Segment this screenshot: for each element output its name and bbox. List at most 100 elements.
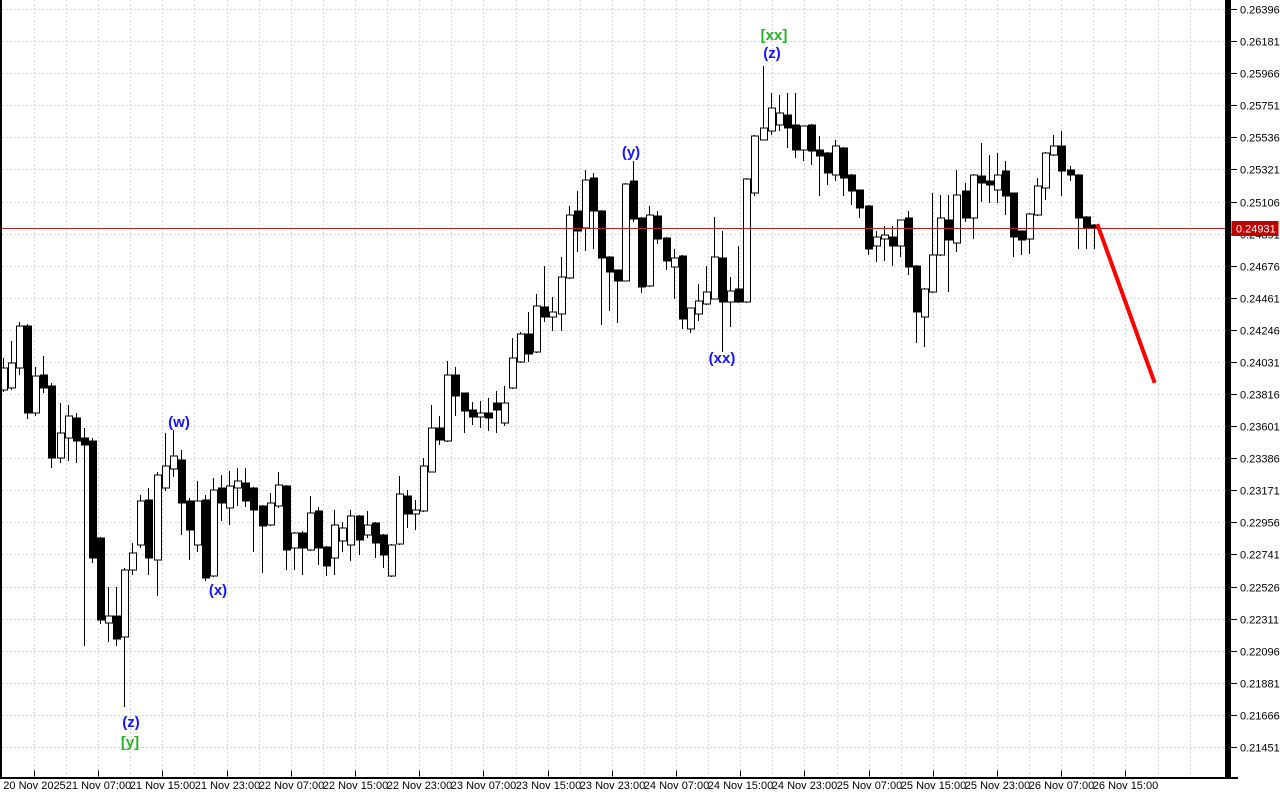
candle-bearish bbox=[590, 173, 598, 249]
candle-body bbox=[517, 333, 525, 363]
candle-bearish bbox=[808, 124, 816, 165]
candle-body bbox=[905, 217, 913, 268]
candle-bullish bbox=[671, 249, 679, 299]
candle-body bbox=[671, 257, 679, 268]
candle-body bbox=[743, 178, 751, 303]
price-label: 0.25536 bbox=[1240, 133, 1280, 145]
current-price-badge-bg bbox=[1231, 221, 1279, 236]
frame-bottom-border bbox=[0, 777, 1238, 779]
wave-label[interactable]: [xx] bbox=[761, 27, 788, 44]
candle-bullish bbox=[105, 587, 113, 642]
candle-bearish bbox=[323, 546, 331, 576]
candle-bullish bbox=[703, 266, 711, 305]
candle-body bbox=[622, 183, 630, 282]
wave-label[interactable]: (z) bbox=[122, 714, 140, 731]
wave-label[interactable]: [y] bbox=[121, 734, 139, 751]
price-label: 0.23601 bbox=[1240, 422, 1280, 434]
candle-bearish bbox=[372, 522, 380, 558]
candle-body bbox=[57, 432, 65, 459]
candle-body bbox=[1018, 230, 1026, 241]
candle-body bbox=[856, 189, 864, 209]
candle-body bbox=[242, 482, 250, 502]
price-label: 0.25106 bbox=[1240, 198, 1280, 210]
current-price-badge[interactable]: 0.24931 bbox=[1231, 221, 1279, 236]
candle-body bbox=[566, 214, 574, 279]
candle-body bbox=[687, 307, 695, 330]
candle-bearish bbox=[913, 265, 921, 343]
candle-bullish bbox=[751, 135, 759, 196]
candle-bearish bbox=[574, 191, 582, 252]
time-label: 20 Nov 2025 bbox=[3, 780, 65, 792]
candles-series bbox=[0, 66, 1099, 707]
candle-body bbox=[291, 532, 299, 549]
candle-bearish bbox=[824, 152, 832, 185]
candle-body bbox=[1010, 192, 1018, 238]
wave-label[interactable]: (w) bbox=[168, 414, 190, 431]
candle-bearish bbox=[816, 136, 824, 196]
candle-body bbox=[808, 124, 816, 152]
candle-bearish bbox=[283, 485, 291, 570]
price-label: 0.26181 bbox=[1240, 37, 1280, 49]
price-label: 0.25751 bbox=[1240, 101, 1280, 113]
candle-body bbox=[776, 112, 784, 126]
candle-body bbox=[953, 194, 961, 244]
candle-body bbox=[81, 437, 89, 446]
projection-trendline[interactable] bbox=[1095, 223, 1157, 384]
candle-body bbox=[614, 269, 622, 282]
wave-label[interactable]: (y) bbox=[622, 144, 640, 161]
candle-body bbox=[8, 362, 16, 389]
candle-bearish bbox=[404, 490, 412, 528]
candle-body bbox=[436, 427, 444, 441]
candle-body bbox=[218, 487, 226, 504]
candle-bullish bbox=[347, 510, 355, 561]
candle-bullish bbox=[1042, 152, 1050, 200]
candle-bearish bbox=[945, 195, 953, 292]
candle-bullish bbox=[881, 226, 889, 261]
candle-body bbox=[299, 532, 307, 549]
candle-bullish bbox=[162, 433, 170, 491]
candle-body bbox=[711, 256, 719, 300]
candle-body bbox=[654, 215, 662, 240]
wave-label[interactable]: (xx) bbox=[709, 350, 736, 367]
chart-frame bbox=[0, 0, 1238, 779]
candle-body bbox=[452, 374, 460, 397]
candle-bullish bbox=[687, 307, 695, 333]
candle-bullish bbox=[1026, 213, 1034, 254]
candle-body bbox=[485, 412, 493, 419]
candle-body bbox=[461, 392, 469, 412]
candle-body bbox=[210, 489, 218, 577]
time-label: 25 Nov 15:00 bbox=[901, 780, 966, 792]
candle-body bbox=[873, 236, 881, 247]
candle-bullish bbox=[1034, 178, 1042, 216]
candle-bearish bbox=[259, 505, 267, 573]
candle-bullish bbox=[533, 294, 541, 353]
wave-label[interactable]: (z) bbox=[763, 45, 781, 62]
candle-bearish bbox=[493, 391, 501, 433]
candle-bearish bbox=[735, 246, 743, 303]
time-label: 22 Nov 23:00 bbox=[387, 780, 452, 792]
candle-bullish bbox=[170, 430, 178, 477]
candle-bullish bbox=[8, 341, 16, 390]
candle-bearish bbox=[380, 534, 388, 568]
time-label: 25 Nov 23:00 bbox=[965, 780, 1030, 792]
candle-body bbox=[937, 217, 945, 256]
candle-bullish bbox=[226, 471, 234, 525]
candle-bullish bbox=[622, 183, 630, 282]
candle-bullish bbox=[339, 522, 347, 552]
candle-bearish bbox=[1002, 161, 1010, 215]
wave-label[interactable]: (x) bbox=[209, 582, 227, 599]
price-label: 0.21666 bbox=[1240, 711, 1280, 723]
candle-body bbox=[186, 500, 194, 531]
candle-body bbox=[32, 375, 40, 414]
candle-bearish bbox=[218, 475, 226, 521]
price-label: 0.22956 bbox=[1240, 518, 1280, 530]
candle-body bbox=[1058, 145, 1066, 172]
candle-bullish bbox=[743, 178, 751, 303]
candle-bearish bbox=[889, 226, 897, 266]
candle-body bbox=[897, 219, 905, 247]
candle-bearish bbox=[1075, 174, 1083, 249]
candle-body bbox=[921, 288, 929, 318]
candle-bearish bbox=[24, 324, 32, 419]
candle-bearish bbox=[436, 416, 444, 445]
